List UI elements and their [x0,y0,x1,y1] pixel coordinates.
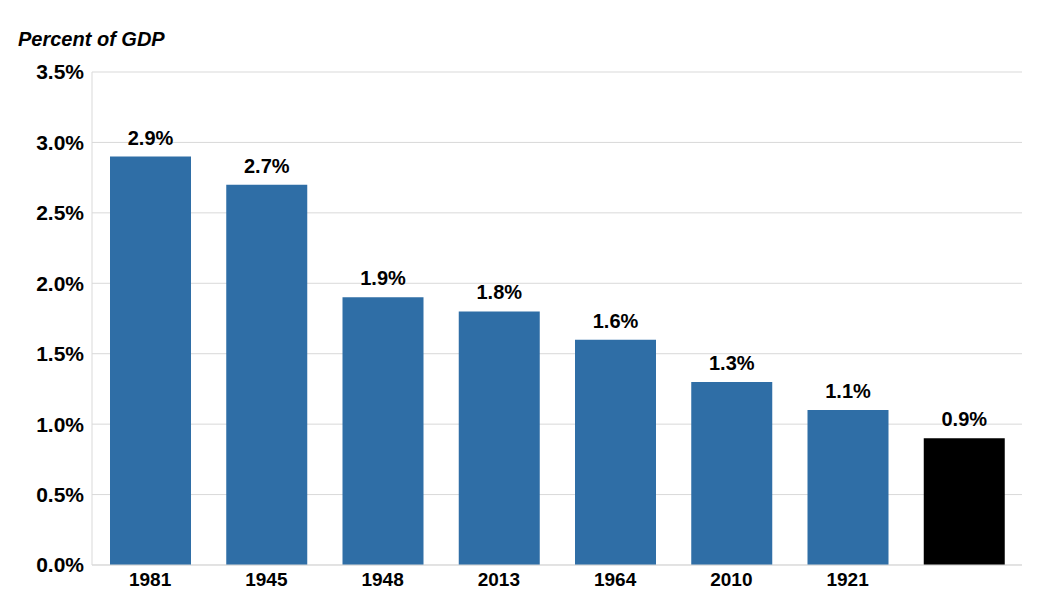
svg-text:1.3%: 1.3% [709,352,755,374]
html-text:Percent of GDP: Percent of GDP [18,28,165,50]
svg-text:2013: 2013 [478,569,520,590]
svg-text:1981: 1981 [129,569,172,590]
svg-text:1.0%: 1.0% [36,413,84,436]
svg-text:1948: 1948 [361,569,403,590]
svg-text:1921: 1921 [826,569,869,590]
svg-text:3.0%: 3.0% [36,131,84,154]
svg-text:1945: 1945 [245,569,288,590]
svg-text:0.0%: 0.0% [36,553,84,576]
svg-text:1.6%: 1.6% [593,310,639,332]
svg-text:2.0%: 2.0% [36,272,84,295]
svg-text:0.9%: 0.9% [941,408,987,430]
svg-text:3.5%: 3.5% [36,60,84,83]
svg-text:2.9%: 2.9% [128,127,174,149]
svg-text:1.9%: 1.9% [360,267,406,289]
svg-text:2.5%: 2.5% [36,201,84,224]
svg-text:1964: 1964 [594,569,637,590]
svg-text:2010: 2010 [710,569,752,590]
svg-text:1.1%: 1.1% [825,380,871,402]
svg-text:1.8%: 1.8% [476,281,522,303]
svg-text:2.7%: 2.7% [244,155,290,177]
svg-text:0.5%: 0.5% [36,483,84,506]
svg-text:1.5%: 1.5% [36,342,84,365]
